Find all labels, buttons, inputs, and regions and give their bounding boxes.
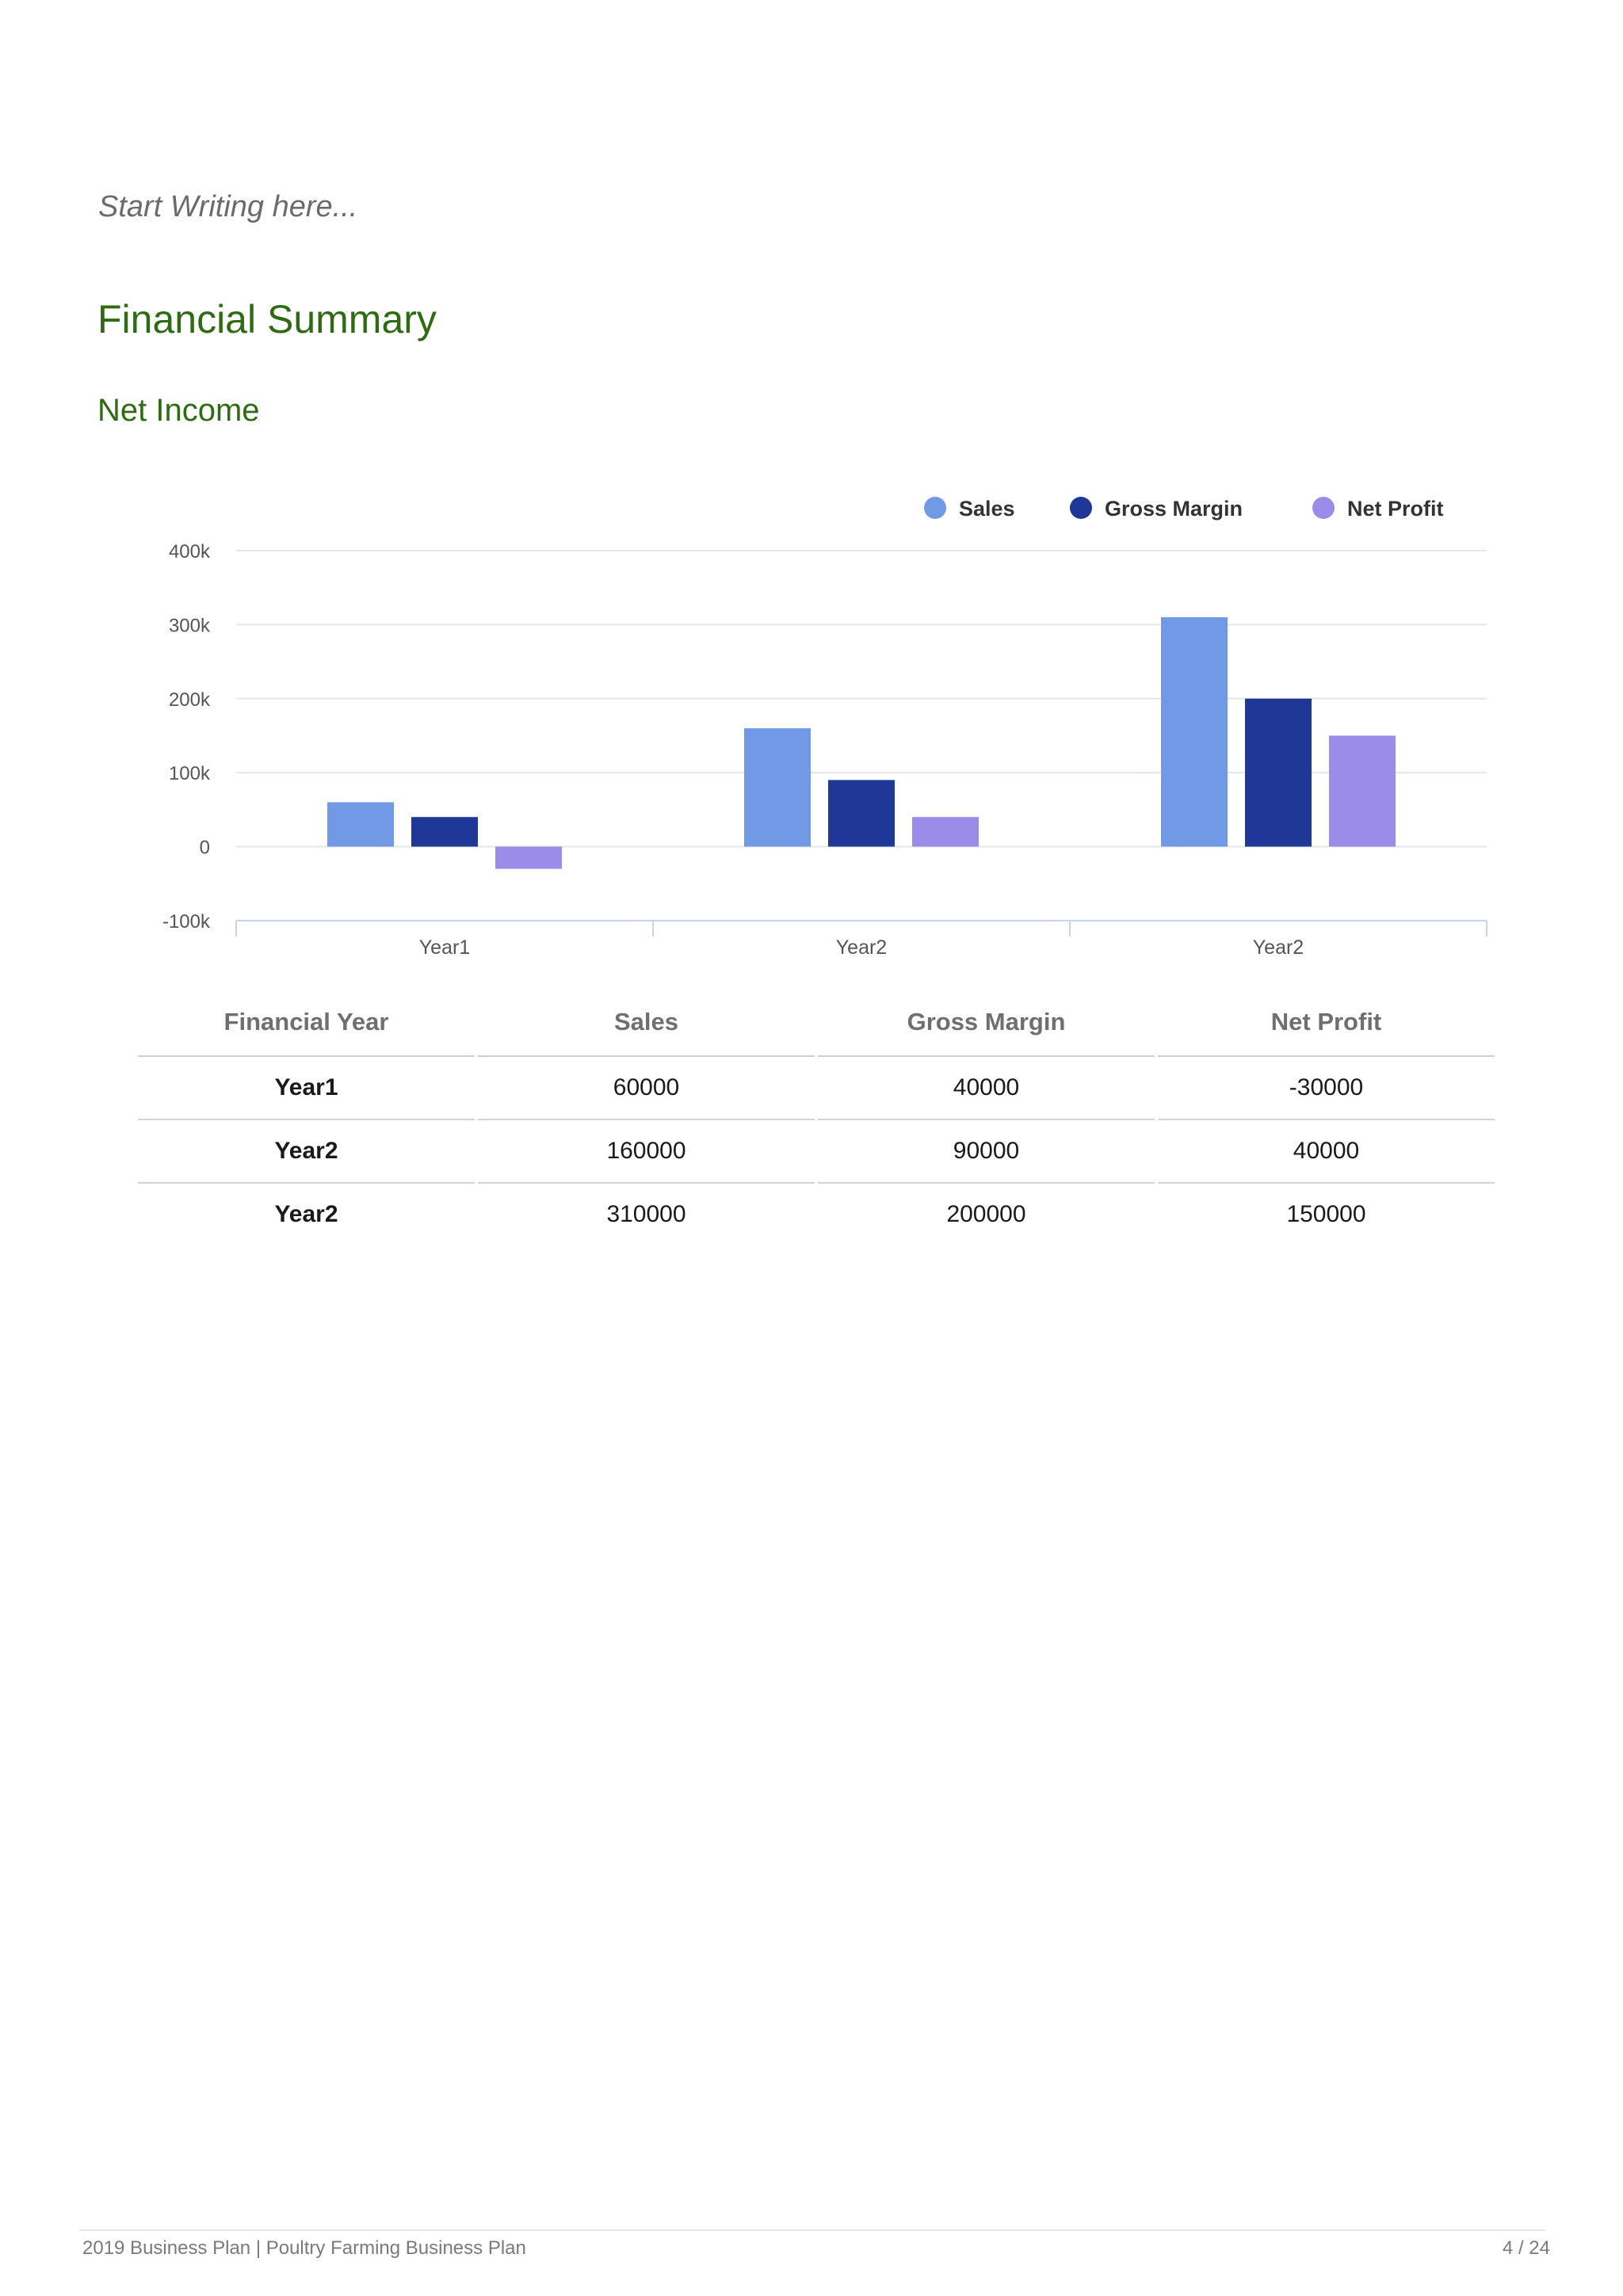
legend-marker <box>1070 497 1092 519</box>
y-tick-label: 100k <box>169 763 211 784</box>
placeholder-text[interactable]: Start Writing here... <box>98 190 358 223</box>
bar-sales <box>1161 617 1228 847</box>
legend-label: Sales <box>959 497 1015 521</box>
financial-table: Financial Year Sales Gross Margin Net Pr… <box>135 989 1498 1245</box>
bar-net-profit <box>912 817 979 847</box>
footer-page-number: 4 / 24 <box>1502 2237 1550 2259</box>
header-gross-margin: Gross Margin <box>818 989 1155 1057</box>
net-income-chart: 400k 300k 200k 100k 0 -100k Year1 Year2 Year2 S… <box>162 497 1487 959</box>
footer-document-title: 2019 Business Plan | Poultry Farming Bus… <box>82 2237 526 2259</box>
y-tick-label: 300k <box>169 615 211 636</box>
x-tick-label: Year1 <box>419 936 470 959</box>
header-sales: Sales <box>478 989 815 1057</box>
legend-label: Gross Margin <box>1105 497 1243 521</box>
bar-sales <box>327 802 394 847</box>
legend-label: Net Profit <box>1347 497 1444 521</box>
header-net-profit: Net Profit <box>1158 989 1495 1057</box>
table-row: Year2 310000 200000 150000 <box>138 1184 1495 1245</box>
cell-net-profit: 150000 <box>1286 1201 1366 1227</box>
cell-sales: 60000 <box>478 1057 815 1120</box>
legend-marker <box>1312 497 1335 519</box>
chart-bars <box>327 617 1396 869</box>
cell-gross-margin: 200000 <box>946 1201 1026 1227</box>
cell-net-profit: 40000 <box>1158 1120 1495 1184</box>
y-tick-label: -100k <box>162 911 211 933</box>
cell-year: Year2 <box>138 1120 475 1184</box>
table-row: Year1 60000 40000 -30000 <box>138 1057 1495 1120</box>
cell-sales: 310000 <box>606 1201 686 1227</box>
y-tick-label: 0 <box>200 837 210 859</box>
y-tick-label: 200k <box>169 689 211 711</box>
section-title: Financial Summary <box>97 297 437 341</box>
bar-net-profit <box>495 846 562 869</box>
cell-sales: 160000 <box>478 1120 815 1184</box>
bar-gross-margin <box>1245 698 1312 847</box>
cell-year: Year2 <box>274 1201 338 1227</box>
subsection-title: Net Income <box>97 393 260 428</box>
header-financial-year: Financial Year <box>138 989 475 1057</box>
bar-sales <box>744 728 811 847</box>
table-row: Year2 160000 90000 40000 <box>138 1120 1495 1184</box>
footer-divider <box>79 2229 1545 2231</box>
cell-net-profit: -30000 <box>1158 1057 1495 1120</box>
bar-gross-margin <box>411 817 478 847</box>
cell-gross-margin: 40000 <box>818 1057 1155 1120</box>
cell-year: Year1 <box>138 1057 475 1120</box>
legend-marker <box>924 497 946 519</box>
chart-legend: Sales Gross Margin Net Profit <box>924 497 1444 521</box>
table-header-row: Financial Year Sales Gross Margin Net Pr… <box>138 989 1495 1057</box>
bar-net-profit <box>1329 735 1396 847</box>
bar-gross-margin <box>828 780 895 847</box>
x-tick-label: Year2 <box>1253 936 1304 959</box>
x-tick-label: Year2 <box>836 936 887 959</box>
y-tick-label: 400k <box>169 541 211 563</box>
cell-gross-margin: 90000 <box>818 1120 1155 1184</box>
chart-x-axis: Year1 Year2 Year2 <box>235 920 1487 959</box>
chart-y-axis: 400k 300k 200k 100k 0 -100k <box>162 541 211 933</box>
